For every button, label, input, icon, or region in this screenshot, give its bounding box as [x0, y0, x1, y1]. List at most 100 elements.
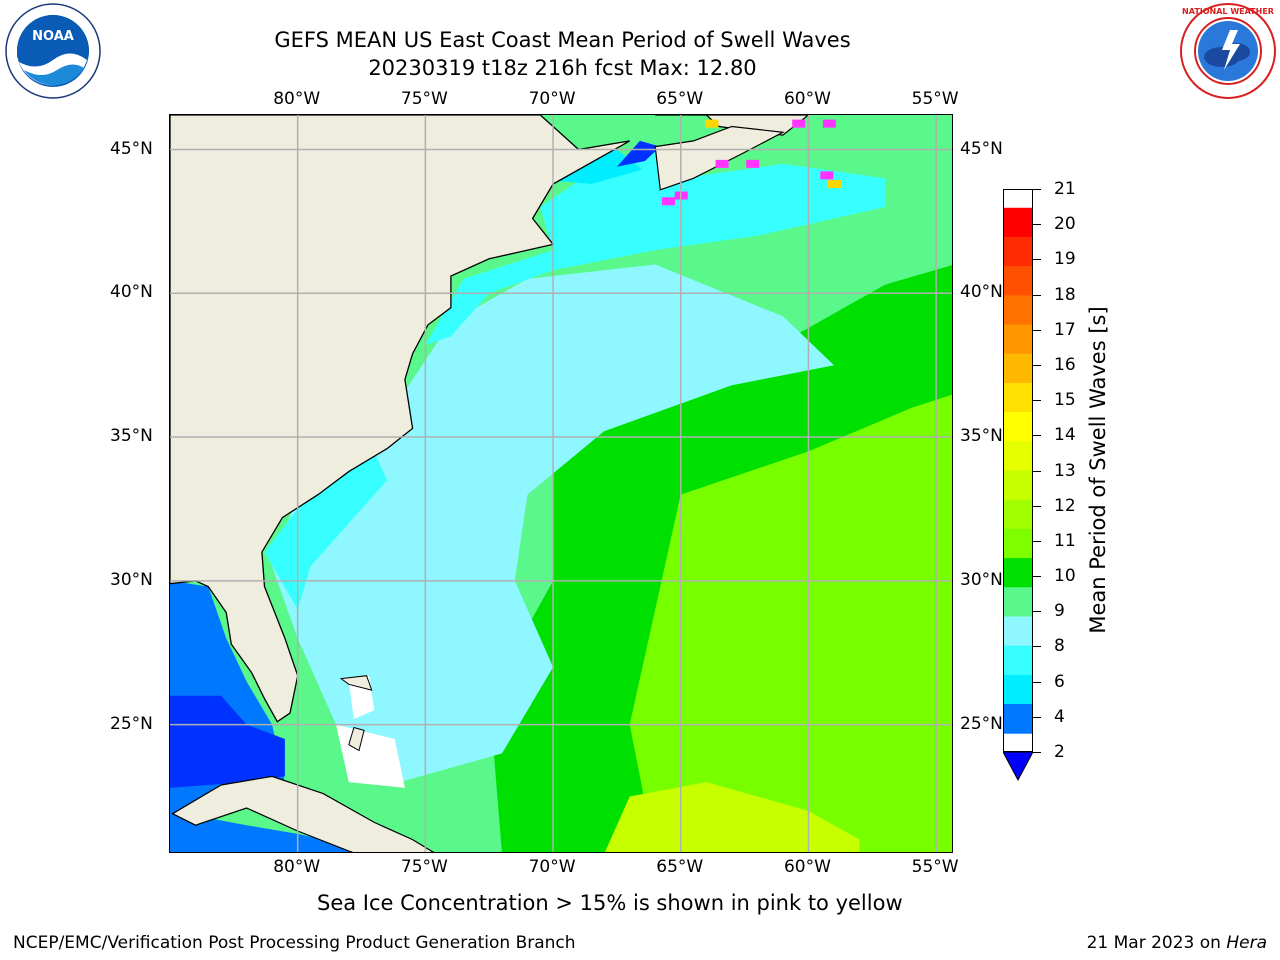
- lat-label-right: 40°N: [960, 282, 1003, 303]
- svg-text:NATIONAL WEATHER: NATIONAL WEATHER: [1182, 7, 1274, 16]
- colorbar-tick-mark: [1033, 681, 1041, 683]
- colorbar-tick-mark: [1033, 435, 1041, 437]
- colorbar-tick-mark: [1033, 224, 1041, 226]
- land-andros: [348, 726, 365, 752]
- colorbar-tick-label: 17: [1054, 319, 1076, 340]
- sea-ice-patch: [661, 197, 675, 206]
- lon-label-bottom: 60°W: [783, 857, 831, 877]
- colorbar-segment: [1004, 499, 1032, 530]
- map-panel: [169, 114, 953, 853]
- land-cuba: [171, 775, 435, 852]
- lon-label-top: 65°W: [656, 89, 704, 109]
- colorbar-tick-label: 20: [1054, 214, 1076, 235]
- lat-label-left: 40°N: [110, 282, 153, 303]
- colorbar-arrow: [1003, 752, 1033, 782]
- colorbar-tick-mark: [1033, 329, 1041, 331]
- colorbar-segment: [1004, 382, 1032, 413]
- colorbar-tick-label: 9: [1054, 601, 1065, 622]
- map-canvas: [170, 115, 952, 852]
- colorbar-segment: [1004, 558, 1032, 588]
- colorbar-tick-label: 10: [1054, 566, 1076, 587]
- land-nova-scotia: [654, 125, 785, 191]
- swell-zone-yellow-green: [604, 782, 860, 852]
- lon-label-top: 55°W: [911, 89, 959, 109]
- colorbar: [1003, 189, 1033, 752]
- lon-label-bottom: 65°W: [656, 857, 704, 877]
- colorbar-tick-label: 16: [1054, 354, 1076, 375]
- lat-label-left: 45°N: [110, 138, 153, 159]
- colorbar-tick-label: 18: [1054, 284, 1076, 305]
- colorbar-tick-mark: [1033, 611, 1041, 613]
- footer-credit: NCEP/EMC/Verification Post Processing Pr…: [13, 933, 576, 953]
- colorbar-segment: [1004, 470, 1032, 501]
- colorbar-segment: [1004, 616, 1032, 647]
- swell-zone-cyan-north: [425, 149, 885, 345]
- colorbar-tick-label: 8: [1054, 636, 1065, 657]
- lat-label-right: 35°N: [960, 426, 1003, 447]
- colorbar-segment: [1004, 587, 1032, 617]
- colorbar-tick-mark: [1033, 400, 1041, 402]
- nws-logo: NATIONAL WEATHER: [1180, 3, 1276, 99]
- lat-label-left: 35°N: [110, 426, 153, 447]
- lat-label-right: 30°N: [960, 569, 1003, 590]
- lat-label-right: 45°N: [960, 138, 1003, 159]
- colorbar-segment: [1004, 266, 1032, 296]
- footer-date: 21 Mar 2023 on Hera: [1087, 933, 1267, 953]
- colorbar-tick-mark: [1033, 259, 1041, 261]
- sea-ice-note: Sea Ice Concentration > 15% is shown in …: [317, 891, 903, 915]
- colorbar-segment: [1004, 295, 1032, 326]
- colorbar-tick-label: 19: [1054, 249, 1076, 270]
- lat-label-right: 25°N: [960, 713, 1003, 734]
- sea-ice-patch: [820, 171, 834, 180]
- lon-label-top: 60°W: [783, 89, 831, 109]
- colorbar-tick-label: 15: [1054, 390, 1076, 411]
- lon-label-top: 75°W: [400, 89, 448, 109]
- colorbar-segment: [1004, 674, 1032, 705]
- land-nova-scotia-north: [655, 115, 810, 136]
- colorbar-segment: [1004, 704, 1032, 734]
- footer-host: Hera: [1226, 933, 1267, 953]
- colorbar-tick-label: 11: [1054, 530, 1076, 551]
- colorbar-tick-mark: [1033, 470, 1041, 472]
- colorbar-segment: [1004, 353, 1032, 384]
- swell-zone-lime: [629, 394, 952, 852]
- lat-label-left: 30°N: [110, 569, 153, 590]
- colorbar-tick-mark: [1033, 294, 1041, 296]
- footer-date-text: 21 Mar 2023 on: [1086, 933, 1227, 953]
- colorbar-tick-mark: [1033, 505, 1041, 507]
- colorbar-segment: [1004, 207, 1032, 238]
- colorbar-tick-label: 4: [1054, 706, 1065, 727]
- colorbar-tick-label: 14: [1054, 425, 1076, 446]
- colorbar-tick-mark: [1033, 364, 1041, 366]
- chart-subtitle: 20230319 t18z 216h fcst Max: 12.80: [368, 56, 757, 80]
- colorbar-segment: [1004, 412, 1032, 442]
- colorbar-tick-mark: [1033, 189, 1041, 190]
- florida-straits: [170, 695, 285, 788]
- lon-label-bottom: 70°W: [528, 857, 576, 877]
- colorbar-tick-mark: [1033, 576, 1041, 578]
- colorbar-segment: [1004, 236, 1032, 267]
- caribbean-south: [170, 810, 388, 852]
- lat-label-left: 25°N: [110, 713, 153, 734]
- colorbar-tick-label: 12: [1054, 495, 1076, 516]
- lon-label-bottom: 80°W: [273, 857, 321, 877]
- lon-label-bottom: 75°W: [400, 857, 448, 877]
- svg-text:NOAA: NOAA: [32, 29, 74, 44]
- noaa-logo: NOAA: [5, 3, 101, 99]
- colorbar-tick-label: 2: [1054, 742, 1065, 762]
- sea-ice-patch: [705, 119, 719, 128]
- sea-ice-patch: [746, 159, 760, 168]
- swell-zone-cyan-southeast: [264, 451, 388, 610]
- colorbar-label: Mean Period of Swell Waves [s]: [1086, 306, 1110, 634]
- colorbar-tick-mark: [1033, 716, 1041, 718]
- lon-label-top: 80°W: [273, 89, 321, 109]
- land-north-america: [170, 115, 631, 723]
- bay-of-fundy: [616, 140, 661, 167]
- lon-label-top: 70°W: [528, 89, 576, 109]
- lon-label-bottom: 55°W: [911, 857, 959, 877]
- colorbar-segment: [1004, 441, 1032, 471]
- swell-zone-light-cyan: [272, 264, 835, 783]
- colorbar-segment: [1004, 645, 1032, 676]
- colorbar-tick-mark: [1033, 752, 1041, 753]
- sea-ice-patch: [822, 119, 836, 128]
